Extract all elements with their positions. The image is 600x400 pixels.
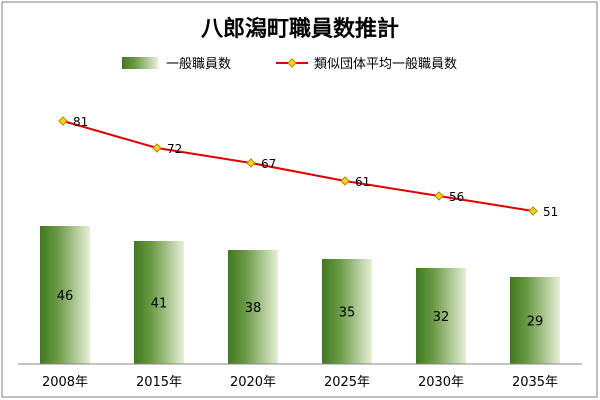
bar — [510, 277, 560, 364]
x-tick-label: 2015年 — [136, 375, 182, 390]
line-point — [434, 191, 444, 201]
x-tick-label: 2020年 — [230, 375, 276, 390]
line-point — [152, 143, 162, 153]
x-tick-label: 2035年 — [512, 375, 558, 390]
line-point — [340, 176, 350, 186]
legend-swatch-bar — [122, 57, 158, 69]
plot-area: 46 2008年 41 2015年 38 2020年 35 2025年 32 2030年 29 203… — [18, 115, 582, 390]
line-value-label: 61 — [355, 175, 370, 189]
bar — [322, 259, 372, 364]
x-tick-label: 2008年 — [42, 375, 88, 390]
bar-value-label: 32 — [433, 310, 450, 325]
series-line — [62, 120, 534, 212]
bar-value-label: 29 — [527, 315, 544, 330]
x-tick-label: 2030年 — [418, 375, 464, 390]
line-value-label: 56 — [449, 190, 464, 204]
line-value-label: 72 — [167, 142, 182, 156]
bar — [134, 241, 184, 364]
bar — [228, 250, 278, 364]
chart-title: 八郎潟町職員数推計 — [201, 16, 399, 42]
bar-value-label: 46 — [57, 289, 74, 304]
line-point — [528, 206, 538, 216]
line-value-label: 67 — [261, 157, 276, 171]
bar — [416, 268, 466, 364]
legend-swatch-marker — [287, 58, 297, 68]
x-tick-label: 2025年 — [324, 375, 370, 390]
line-point — [58, 116, 68, 126]
bar-value-label: 41 — [151, 297, 168, 312]
legend: 一般職員数 類似団体平均一般職員数 — [122, 56, 457, 72]
line-value-label: 51 — [543, 205, 558, 219]
line-value-label: 81 — [73, 115, 88, 129]
bar-value-label: 38 — [245, 301, 262, 316]
legend-label-bar: 一般職員数 — [166, 56, 231, 72]
line-point — [246, 158, 256, 168]
bar-value-label: 35 — [339, 306, 356, 321]
bar — [40, 226, 90, 364]
legend-label-line: 類似団体平均一般職員数 — [314, 56, 457, 72]
